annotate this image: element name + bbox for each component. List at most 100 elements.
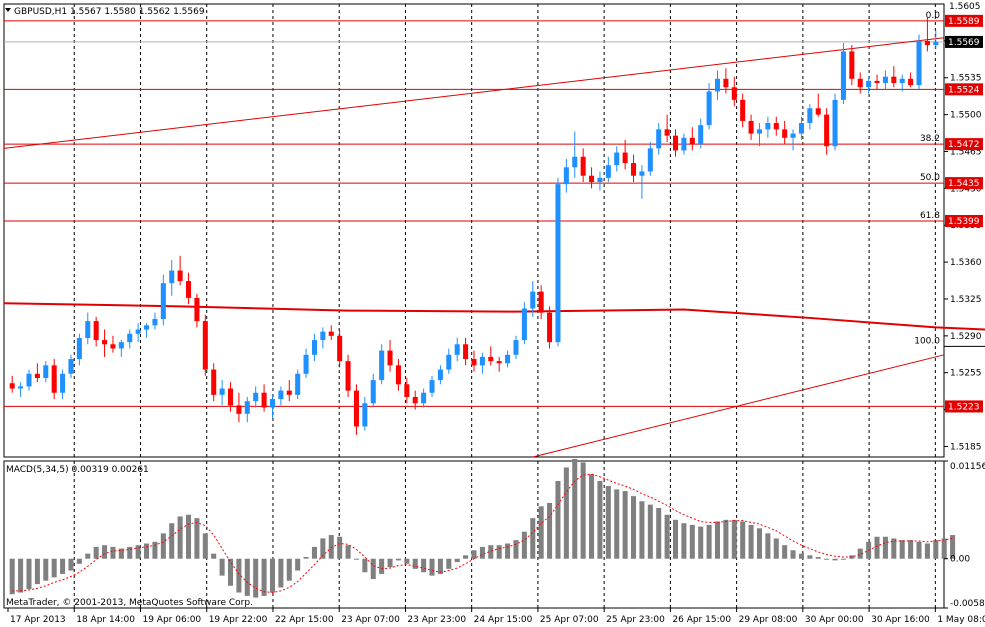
candle[interactable] (160, 283, 166, 319)
channel-line[interactable] (3, 37, 945, 149)
candle[interactable] (34, 373, 40, 378)
candle[interactable] (479, 356, 485, 366)
candle[interactable] (488, 356, 494, 362)
candle[interactable] (303, 354, 309, 374)
macd-panel[interactable] (9, 458, 956, 598)
candle[interactable] (866, 80, 872, 88)
candle[interactable] (916, 40, 922, 86)
candle[interactable] (18, 386, 24, 389)
candle[interactable] (421, 392, 427, 404)
channel-line[interactable] (532, 354, 945, 458)
candle[interactable] (194, 297, 200, 322)
candle[interactable] (261, 392, 267, 408)
candle[interactable] (379, 350, 385, 381)
candle[interactable] (933, 41, 939, 46)
candle[interactable] (118, 342, 124, 349)
candle[interactable] (362, 403, 368, 427)
candle[interactable] (370, 380, 376, 404)
candle[interactable] (756, 129, 762, 134)
candle[interactable] (899, 78, 905, 84)
candle[interactable] (211, 369, 217, 395)
candle[interactable] (723, 78, 729, 88)
candle[interactable] (605, 165, 611, 178)
candle[interactable] (798, 123, 804, 134)
candle[interactable] (505, 354, 511, 364)
candle[interactable] (496, 361, 502, 364)
candle[interactable] (874, 80, 880, 84)
candle[interactable] (345, 361, 351, 391)
candle[interactable] (227, 388, 234, 406)
candle[interactable] (253, 392, 259, 402)
candle[interactable] (463, 344, 469, 360)
candle[interactable] (320, 331, 326, 341)
candle[interactable] (589, 175, 595, 183)
candle[interactable] (186, 281, 192, 298)
candle[interactable] (387, 350, 393, 366)
candle[interactable] (244, 401, 250, 414)
candle[interactable] (891, 76, 897, 84)
candle[interactable] (269, 399, 276, 408)
candle[interactable] (337, 335, 343, 362)
candle[interactable] (580, 156, 586, 176)
candle[interactable] (782, 129, 788, 138)
candle[interactable] (404, 384, 410, 397)
candle[interactable] (857, 78, 863, 88)
candle[interactable] (295, 373, 301, 395)
candle[interactable] (824, 114, 830, 147)
candle[interactable] (731, 87, 737, 100)
candle[interactable] (614, 152, 620, 166)
candle[interactable] (672, 135, 679, 151)
candle[interactable] (790, 133, 796, 138)
candle[interactable] (555, 184, 561, 343)
candle[interactable] (698, 125, 704, 145)
candle[interactable] (521, 308, 527, 341)
candle[interactable] (689, 137, 695, 145)
dropdown-triangle-icon[interactable] (5, 8, 11, 12)
candle[interactable] (429, 380, 435, 393)
candle[interactable] (647, 148, 653, 172)
candle[interactable] (60, 373, 66, 393)
candle[interactable] (76, 337, 82, 360)
candle[interactable] (169, 270, 175, 284)
candle[interactable] (51, 365, 57, 393)
candle[interactable] (278, 390, 284, 400)
candle[interactable] (765, 123, 771, 130)
candle[interactable] (412, 396, 418, 404)
candle[interactable] (328, 331, 334, 336)
candle[interactable] (631, 163, 637, 176)
candle[interactable] (202, 321, 208, 370)
candle[interactable] (656, 129, 662, 149)
candle[interactable] (840, 51, 846, 100)
candle[interactable] (26, 373, 32, 387)
candle[interactable] (849, 51, 855, 79)
candle[interactable] (706, 91, 712, 126)
candle[interactable] (152, 318, 158, 326)
candle[interactable] (681, 137, 687, 151)
candle[interactable] (144, 325, 150, 330)
candle[interactable] (832, 99, 838, 147)
candle[interactable] (102, 340, 108, 345)
candle[interactable] (85, 321, 91, 338)
candle[interactable] (127, 333, 133, 343)
candle[interactable] (471, 359, 477, 366)
candle[interactable] (597, 177, 603, 183)
candle[interactable] (177, 270, 183, 282)
moving-average-line[interactable] (3, 241, 985, 346)
candle[interactable] (924, 40, 930, 46)
candle[interactable] (219, 388, 225, 395)
candle[interactable] (454, 344, 460, 355)
candle[interactable] (740, 99, 746, 121)
candle[interactable] (664, 129, 670, 136)
candle[interactable] (563, 167, 569, 185)
candle[interactable] (622, 152, 628, 164)
candle[interactable] (286, 390, 292, 395)
price-chart[interactable]: 0.0 38.2 50.0 61.8 100.0 (3, 11, 985, 458)
candle[interactable] (311, 340, 317, 355)
candle[interactable] (9, 383, 15, 389)
candle[interactable] (135, 329, 141, 334)
candle[interactable] (110, 344, 116, 349)
candle[interactable] (748, 120, 754, 134)
candle[interactable] (236, 405, 242, 414)
candle[interactable] (773, 123, 779, 130)
